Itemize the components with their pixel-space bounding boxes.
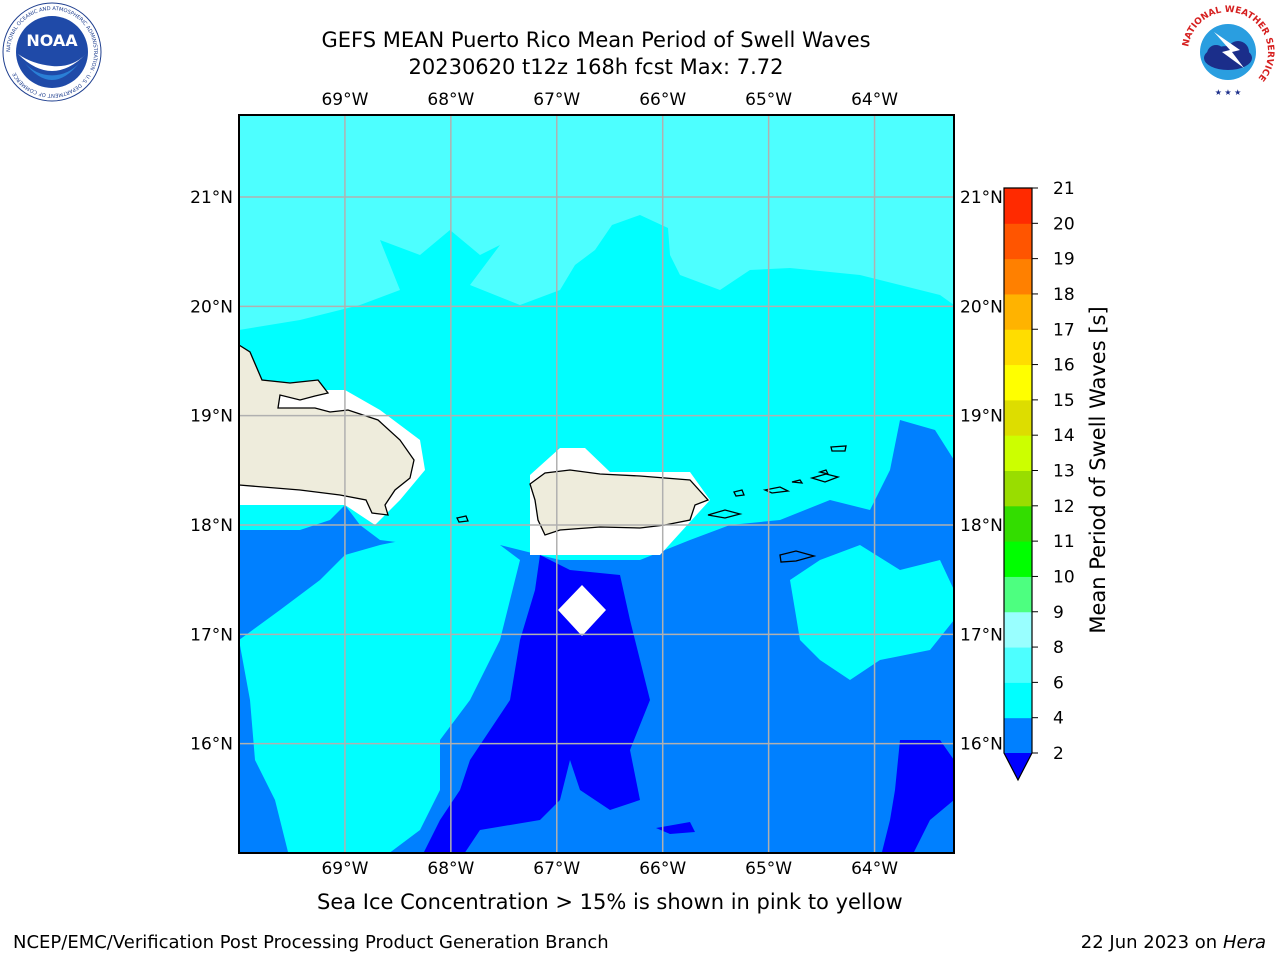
lon-label-bottom: 65°W — [745, 859, 792, 879]
colorbar-level-label: 2 — [1053, 744, 1064, 764]
colorbar-level-label: 9 — [1053, 603, 1064, 623]
lon-label-bottom: 68°W — [427, 859, 474, 879]
lon-label-bottom: 67°W — [533, 859, 580, 879]
lat-label-left: 16°N — [190, 735, 233, 755]
map-subtitle: 20230620 t12z 168h fcst Max: 7.72 — [408, 55, 784, 79]
colorbar-cell — [1004, 505, 1032, 542]
lon-label-top: 66°W — [639, 90, 686, 110]
swell-band-below-2-east — [881, 740, 954, 853]
colorbar-level-label: 16 — [1053, 356, 1075, 376]
lat-label-right: 20°N — [960, 297, 1003, 317]
noaa-logo: NATIONAL OCEANIC AND ATMOSPHERIC ADMINIS… — [2, 2, 102, 102]
colorbar-level-label: 10 — [1053, 567, 1075, 587]
lon-label-top: 67°W — [533, 90, 580, 110]
lat-label-left: 19°N — [190, 407, 233, 427]
colorbar-level-label: 21 — [1053, 179, 1075, 199]
lat-label-right: 17°N — [960, 625, 1003, 645]
swell-band-4-6-east-south — [790, 545, 954, 680]
colorbar-under-triangle — [1004, 753, 1032, 780]
colorbar-level-label: 20 — [1053, 214, 1075, 234]
lon-label-bottom: 69°W — [321, 859, 368, 879]
lat-label-right: 21°N — [960, 188, 1003, 208]
lon-label-bottom: 64°W — [851, 859, 898, 879]
lat-label-left: 18°N — [190, 516, 233, 536]
colorbar-cell — [1004, 435, 1032, 471]
lon-label-top: 69°W — [321, 90, 368, 110]
sea-ice-note: Sea Ice Concentration > 15% is shown in … — [317, 890, 903, 914]
colorbar-cell — [1004, 647, 1032, 683]
footer-branch: NCEP/EMC/Verification Post Processing Pr… — [13, 932, 609, 953]
colorbar-cell — [1004, 188, 1032, 224]
colorbar-cell — [1004, 576, 1032, 613]
colorbar-cell — [1004, 399, 1032, 436]
lon-label-top: 68°W — [427, 90, 474, 110]
colorbar-cell — [1004, 470, 1032, 507]
colorbar-level-label: 8 — [1053, 638, 1064, 658]
colorbar-cell — [1004, 329, 1032, 366]
footer-date: 22 Jun 2023 on Hera — [1081, 932, 1266, 953]
map-frame — [238, 114, 955, 854]
colorbar-level-label: 13 — [1053, 462, 1075, 482]
colorbar-level-label: 11 — [1053, 532, 1075, 552]
colorbar-cell — [1004, 682, 1032, 719]
colorbar-cell — [1004, 258, 1032, 295]
lat-label-right: 16°N — [960, 735, 1003, 755]
colorbar-level-label: 6 — [1053, 673, 1064, 693]
colorbar-cell — [1004, 293, 1032, 330]
lat-label-right: 18°N — [960, 516, 1003, 536]
lat-label-right: 19°N — [960, 407, 1003, 427]
svg-text:★ ★ ★: ★ ★ ★ — [1215, 88, 1242, 97]
swell-period-field — [239, 115, 954, 853]
hispaniola-land — [239, 345, 414, 515]
colorbar: 2 4 6 8 9 10 11 12 13 14 15 16 17 18 19 20 21 — [1003, 179, 1075, 782]
colorbar-level-label: 17 — [1053, 320, 1075, 340]
colorbar-level-label: 15 — [1053, 391, 1075, 411]
colorbar-level-label: 19 — [1053, 250, 1075, 270]
colorbar-cell — [1004, 364, 1032, 401]
colorbar-cell — [1004, 611, 1032, 648]
tick-labels: 69°W 69°W 68°W 68°W 67°W 67°W 66°W 66°W 65°W 65°W… — [190, 90, 1003, 879]
colorbar-title: Mean Period of Swell Waves [s] — [1086, 306, 1110, 634]
swell-band-below-2-central — [423, 555, 650, 853]
graticule — [239, 115, 954, 853]
colorbar-frame — [1003, 187, 1033, 782]
noaa-logo-text: NOAA — [26, 31, 78, 50]
colorbar-cell — [1004, 223, 1032, 260]
lat-label-left: 21°N — [190, 188, 233, 208]
lon-label-bottom: 66°W — [639, 859, 686, 879]
swell-band-below-2-patch — [656, 822, 695, 834]
colorbar-level-label: 18 — [1053, 285, 1075, 305]
map-title: GEFS MEAN Puerto Rico Mean Period of Swe… — [321, 28, 871, 52]
colorbar-cell — [1004, 541, 1032, 577]
puerto-rico-land — [530, 470, 708, 535]
lon-label-top: 65°W — [745, 90, 792, 110]
coastlines — [239, 344, 847, 563]
colorbar-level-label: 4 — [1053, 709, 1064, 729]
colorbar-level-label: 14 — [1053, 426, 1075, 446]
lat-label-left: 17°N — [190, 625, 233, 645]
footer-host: Hera — [1222, 932, 1266, 953]
lat-label-left: 20°N — [190, 297, 233, 317]
nws-logo: NATIONAL WEATHER SERVICE ★ ★ ★ — [1179, 3, 1277, 101]
colorbar-cell — [1004, 717, 1032, 753]
missing-data-diamond — [558, 585, 606, 636]
footer-date-text: 22 Jun 2023 on — [1080, 932, 1218, 953]
colorbar-level-label: 12 — [1053, 497, 1075, 517]
lon-label-top: 64°W — [851, 90, 898, 110]
swell-band-4-6-west-south — [239, 535, 520, 853]
